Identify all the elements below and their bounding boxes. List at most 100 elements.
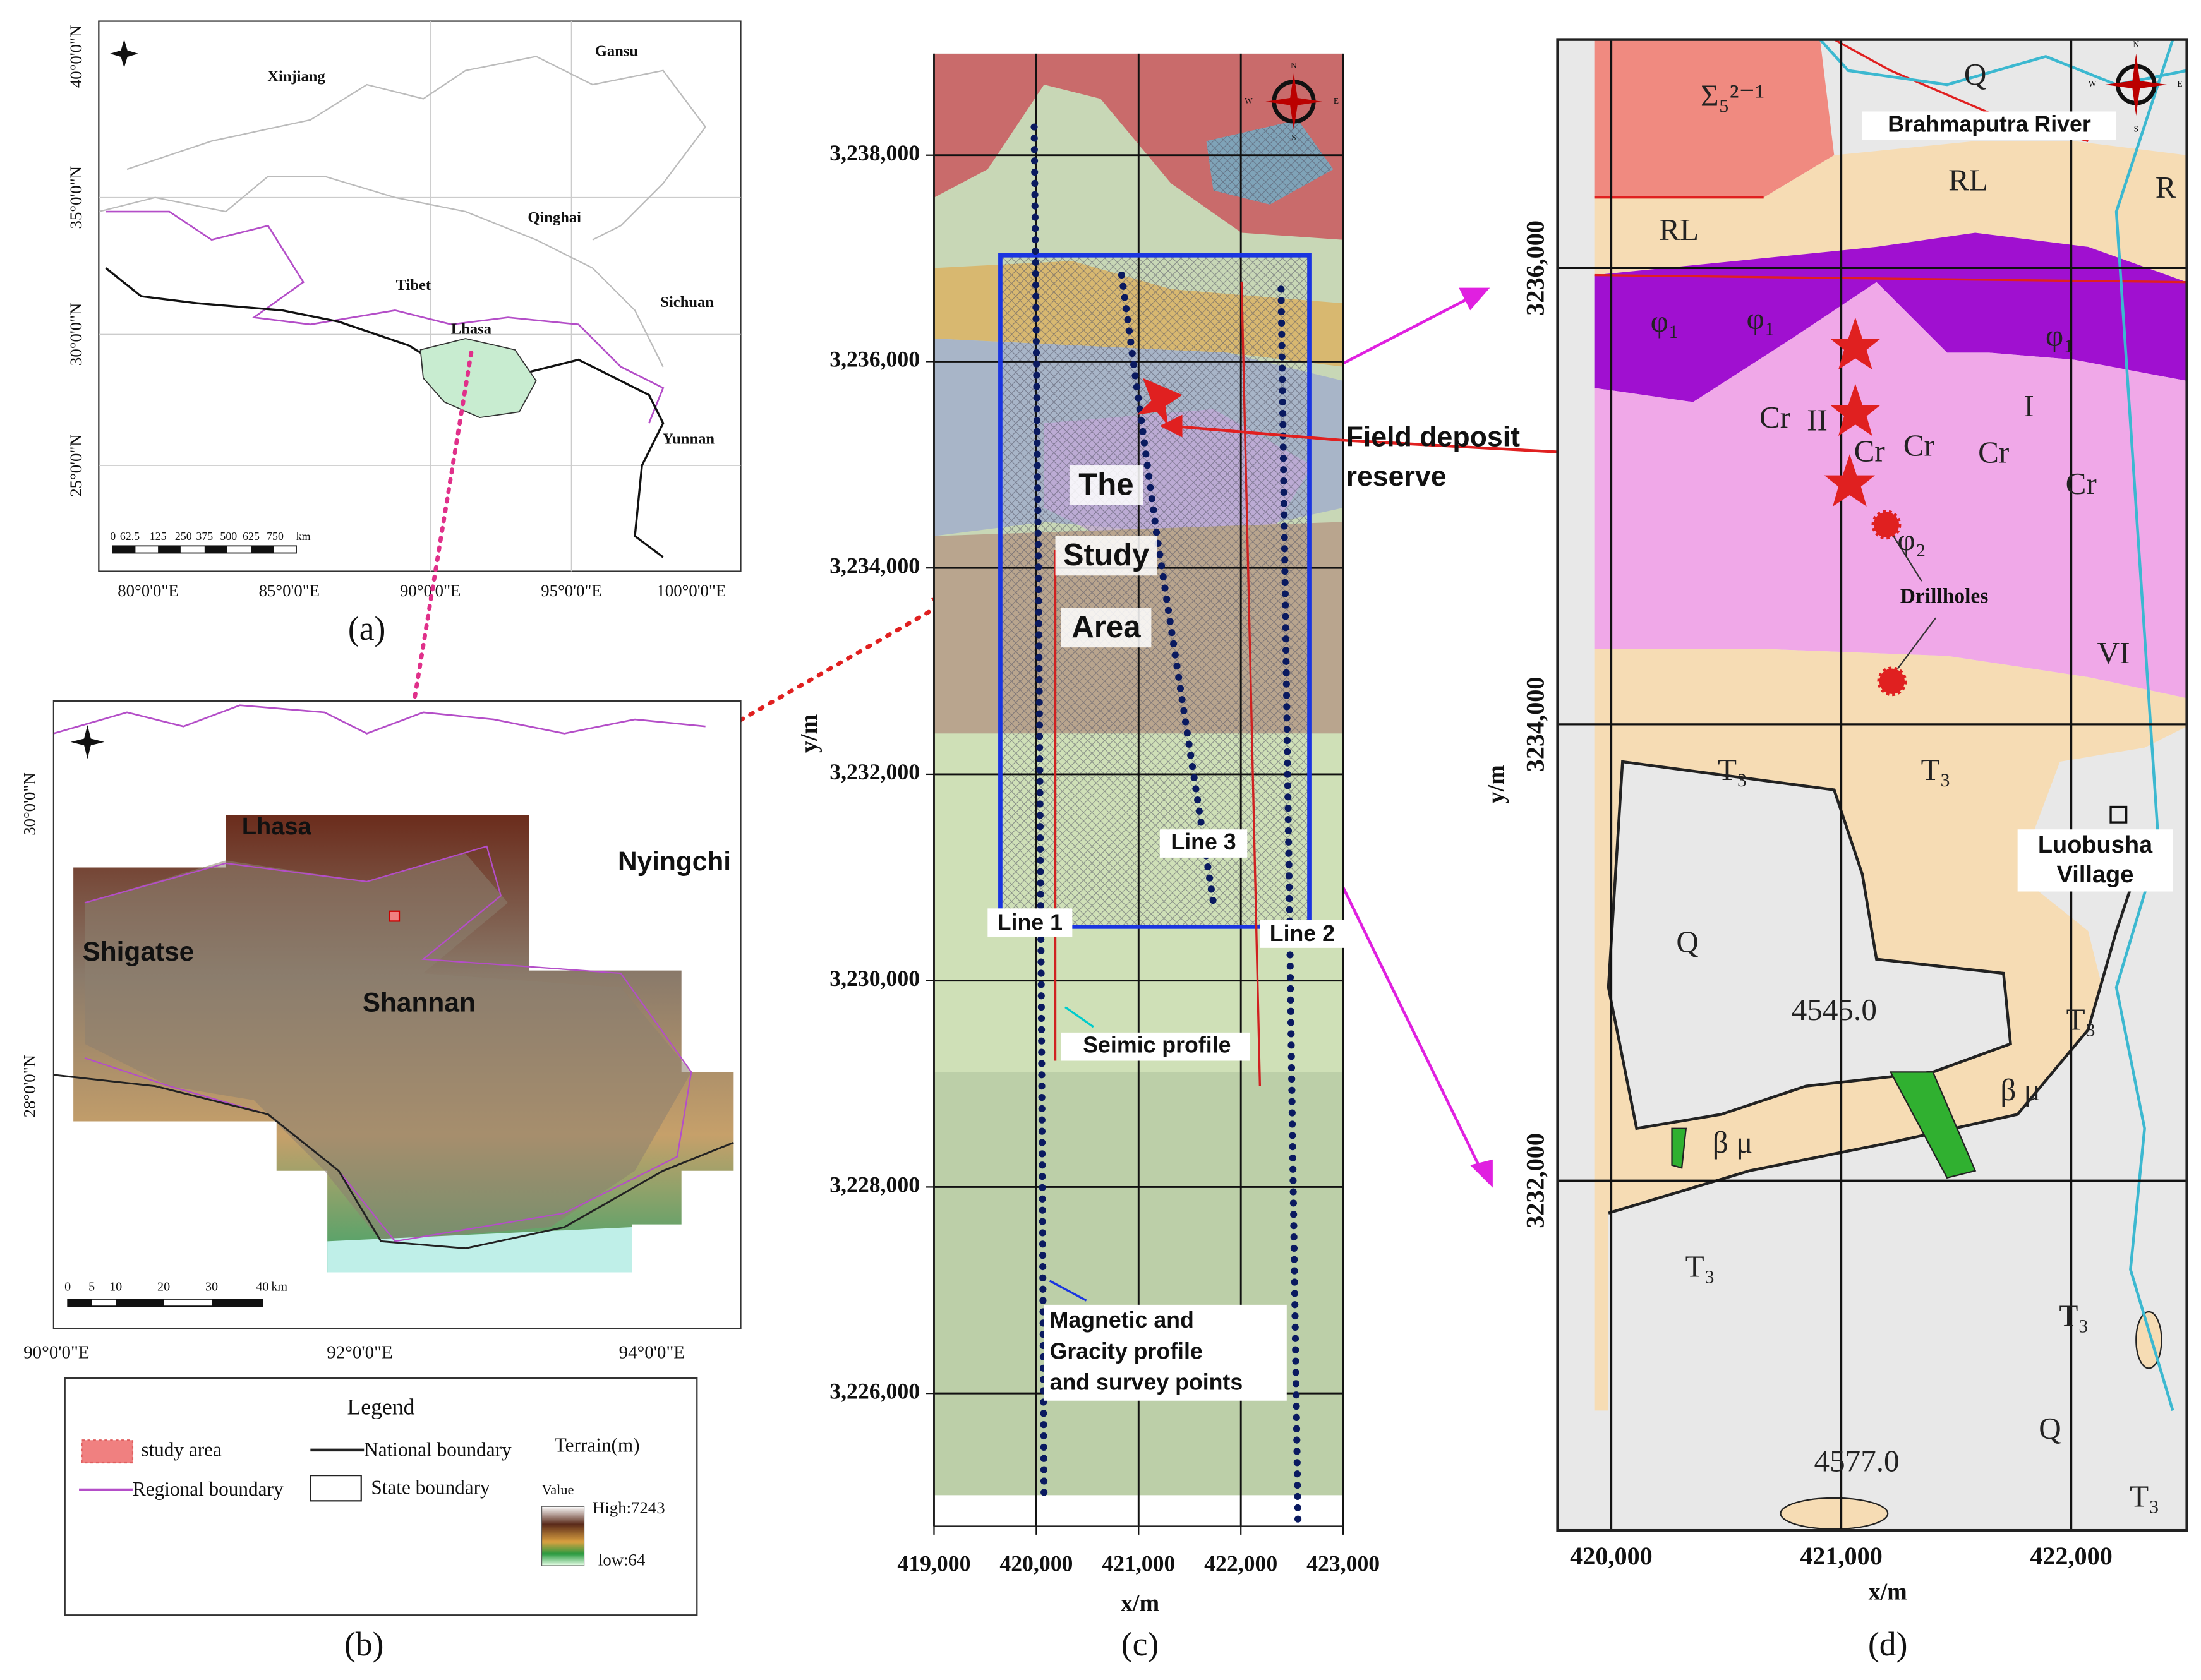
survey-line: [1030, 123, 1048, 1499]
unit-label: RL: [1948, 163, 1988, 198]
line-label: Line 3: [1171, 829, 1236, 855]
study-area-label: The: [1078, 468, 1133, 502]
arrow-head: [1159, 414, 1183, 438]
scale-label: 30: [205, 1280, 218, 1294]
place-label: Sichuan: [660, 294, 714, 311]
terrain-lowland: [327, 1227, 632, 1273]
unit-label: β μ: [1713, 1125, 1753, 1160]
longitude-label: 100°0'0"E: [656, 581, 726, 600]
scale-label: 10: [109, 1280, 122, 1294]
scale-bar-segment: [251, 546, 274, 553]
unit-label: VI: [2097, 635, 2130, 670]
arrow-head: [1470, 1159, 1493, 1188]
latitude-label: 25°0'0"N: [66, 434, 85, 496]
longitude-label: 85°0'0"E: [259, 581, 320, 600]
contact: [1608, 846, 2146, 1215]
latitude-label: 40°0'0"N: [66, 25, 85, 88]
compass-letter: N: [1291, 61, 1297, 70]
scale-bar-segment: [204, 546, 227, 553]
unit-label: T₃: [1718, 752, 1747, 787]
legend-label: low:64: [598, 1551, 645, 1569]
unit-label: φ₁: [1746, 301, 1775, 336]
y-tick-label: 3232,000: [1521, 1133, 1550, 1228]
line-label: Line 1: [998, 909, 1063, 935]
seismic-line: [1240, 282, 1262, 1086]
panel-a-frame: [98, 20, 742, 572]
deposit-marker: [1830, 383, 1881, 436]
longitude-label: 80°0'0"E: [118, 581, 178, 600]
legend-label: Terrain(m): [555, 1434, 640, 1456]
legend-title: Legend: [347, 1394, 414, 1419]
latitude-label: 28°0'0"N: [20, 1055, 39, 1117]
compass-letter: E: [2177, 79, 2182, 88]
pointer: [1049, 1280, 1087, 1302]
survey-label: Gracity profile: [1050, 1338, 1203, 1364]
unit-label: Cr: [1903, 428, 1934, 463]
study-area-box: [998, 253, 1312, 929]
x-tick-label: 422,000: [2030, 1542, 2113, 1570]
terrain-plateau: [85, 853, 692, 1242]
place-label: Gansu: [595, 42, 638, 59]
compass-rose: [110, 39, 138, 68]
line-label: Line 2: [1270, 921, 1335, 946]
unit-label: φ₁: [2046, 318, 2074, 352]
label-bg: [1862, 111, 2116, 140]
unit-label: T₃: [2059, 1298, 2089, 1333]
latitude-label: 30°0'0"N: [66, 303, 85, 366]
y-tick-label: 3,226,000: [829, 1378, 920, 1403]
compass-letter: E: [1334, 96, 1339, 105]
graticule: [99, 21, 741, 572]
compass: [110, 39, 138, 68]
drillhole: [1877, 666, 1907, 697]
river: [2114, 39, 2174, 1412]
deposit-marker: [1824, 454, 1876, 507]
scale-label: 750: [267, 530, 284, 543]
scale-label: 500: [220, 530, 237, 543]
unit-label: Q: [2039, 1411, 2061, 1446]
y-axis-title: y/m: [1483, 765, 1510, 803]
scale-label: 62.5: [120, 530, 140, 543]
place-label: Qinghai: [528, 209, 581, 226]
place-label: Tibet: [396, 277, 431, 294]
panel-d-frame: [1556, 38, 2188, 1532]
y-tick-label: 3236,000: [1521, 220, 1550, 316]
legend-label: study area: [141, 1438, 222, 1460]
panel-caption: (d): [1868, 1625, 1908, 1663]
unit-label: Σ₅²⁻¹: [1701, 78, 1764, 113]
deposit-marker: [1830, 317, 1881, 370]
unit-label: 4545.0: [1792, 992, 1877, 1027]
y-tick-label: 3,230,000: [829, 966, 920, 991]
geology-unit: [1780, 1497, 1889, 1530]
regional-boundary: [106, 210, 665, 424]
label-bg: [2017, 829, 2173, 892]
legend-swatch: [81, 1439, 134, 1464]
village-marker: [2109, 805, 2128, 824]
x-tick-label: 423,000: [1306, 1551, 1380, 1576]
scale-label: 20: [157, 1280, 170, 1294]
unit-label: β μ: [2000, 1072, 2041, 1107]
study-area-marker: [389, 910, 401, 922]
y-axis-title: y/m: [796, 714, 823, 753]
latitude-label: 30°0'0"N: [20, 772, 39, 835]
compass-letter: N: [2133, 40, 2139, 49]
unit-label: T₃: [1685, 1249, 1715, 1283]
legend-label: State boundary: [371, 1477, 490, 1499]
legend-label: High:7243: [593, 1498, 665, 1517]
y-tick-label: 3234,000: [1521, 677, 1550, 772]
geology-unit: [1607, 760, 2012, 1131]
pointer: [1896, 617, 1937, 669]
pointer: [1893, 536, 1922, 582]
legend-label: Value: [542, 1482, 574, 1497]
scale-label: 5: [88, 1280, 95, 1294]
longitude-label: 92°0'0"E: [327, 1343, 392, 1363]
province-boundary: [99, 176, 664, 368]
panel-caption: (b): [344, 1625, 383, 1663]
y-tick-label: 3,236,000: [829, 347, 920, 372]
study-province: [419, 338, 537, 419]
geology-unit: [1594, 282, 2187, 699]
x-tick-label: 421,000: [1800, 1542, 1883, 1570]
latitude-label: 35°0'0"N: [66, 166, 85, 229]
unit-label: φ₂: [1897, 522, 1926, 557]
unit-label: T₃: [2066, 1002, 2096, 1036]
